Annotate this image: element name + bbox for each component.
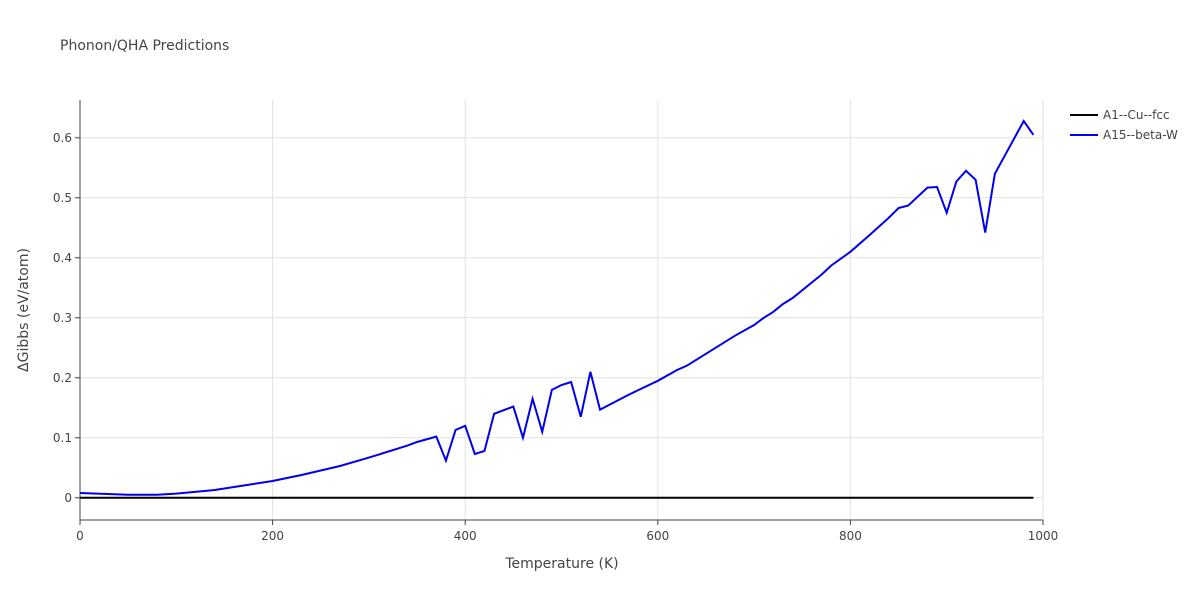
x-tick-label: 800 [839,529,862,543]
chart-title: Phonon/QHA Predictions [60,38,229,54]
legend-label: A15--beta-W [1103,128,1178,142]
x-tick-label: 600 [646,529,669,543]
y-axis-label: ΔGibbs (eV/atom) [16,248,32,372]
x-tick-label: 400 [454,529,477,543]
x-tick-label: 1000 [1028,529,1059,543]
y-tick-label: 0.2 [53,371,72,385]
y-tick-label: 0.3 [53,311,72,325]
x-tick-label: 0 [76,529,84,543]
y-tick-label: 0.4 [53,251,72,265]
x-tick-label: 200 [261,529,284,543]
y-tick-label: 0.1 [53,431,72,445]
y-tick-label: 0.5 [53,191,72,205]
x-axis-label: Temperature (K) [504,556,618,572]
series-line [79,119,1035,496]
y-tick-label: 0 [64,491,72,505]
y-tick-label: 0.6 [53,131,72,145]
legend-label: A1--Cu--fcc [1103,108,1170,122]
